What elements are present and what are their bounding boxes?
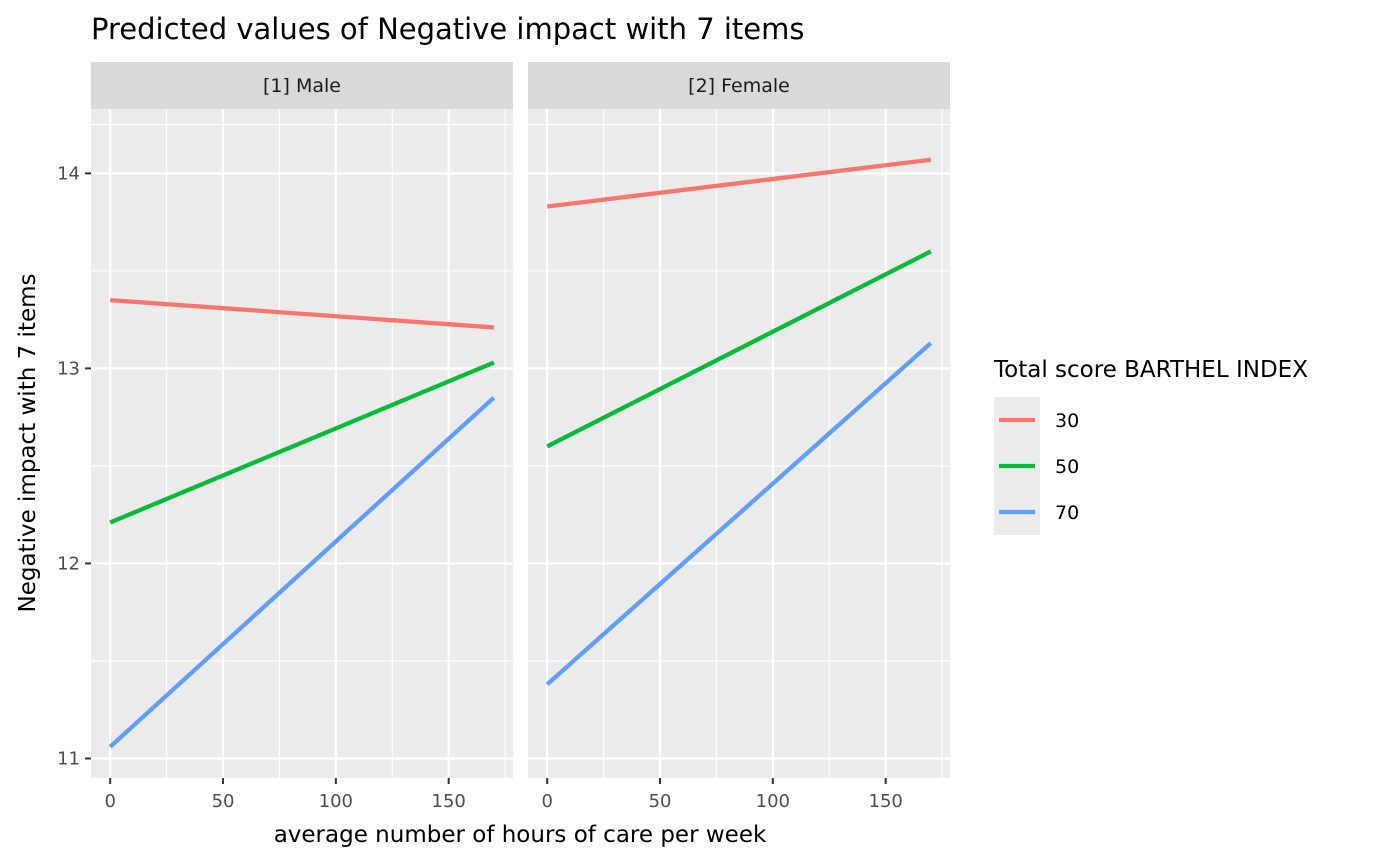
legend-label: 70 (1055, 502, 1079, 524)
series-line-50 (546, 249, 932, 449)
strip-label: [2] Female (688, 75, 790, 97)
series-line-50 (109, 360, 495, 525)
chart-title: Predicted values of Negative impact with… (91, 12, 805, 46)
x-tick-label: 50 (212, 791, 235, 812)
x-tick-label: 100 (319, 791, 353, 812)
x-tick-label: 150 (869, 791, 903, 812)
x-tick-label: 150 (432, 791, 466, 812)
y-tick-label: 14 (57, 163, 80, 184)
x-tick-label: 100 (756, 791, 790, 812)
series-line-70 (108, 396, 496, 749)
legend-entries: 30 50 70 (999, 410, 1079, 524)
legend-title: Total score BARTHEL INDEX (993, 357, 1308, 383)
y-tick-label: 12 (57, 553, 80, 574)
x-axis: 0 50 100 150 0 50 100 150 (104, 778, 903, 812)
legend-label: 30 (1055, 410, 1079, 432)
y-tick-label: 11 (57, 748, 80, 769)
x-axis-title: average number of hours of care per week (274, 822, 767, 848)
series-line-30 (546, 157, 932, 209)
panel-background (528, 109, 950, 778)
x-tick-label: 50 (649, 791, 672, 812)
panels: [1] Male [2] Female (91, 62, 950, 778)
strip-background (91, 62, 513, 109)
legend: Total score BARTHEL INDEX 30 50 70 (993, 357, 1308, 535)
panel-1: [1] Male (91, 62, 513, 778)
y-tick-label: 13 (57, 358, 80, 379)
y-axis-title: Negative impact with 7 items (15, 274, 41, 613)
series-line-30 (110, 297, 494, 330)
series-line-70 (545, 341, 933, 686)
x-tick-label: 0 (104, 791, 115, 812)
strip-label: [1] Male (263, 75, 341, 97)
strip-background (528, 62, 950, 109)
panel-2: [2] Female (528, 62, 950, 778)
y-axis: 11 12 13 14 (57, 163, 91, 769)
x-tick-label: 0 (541, 791, 552, 812)
legend-label: 50 (1055, 456, 1079, 478)
